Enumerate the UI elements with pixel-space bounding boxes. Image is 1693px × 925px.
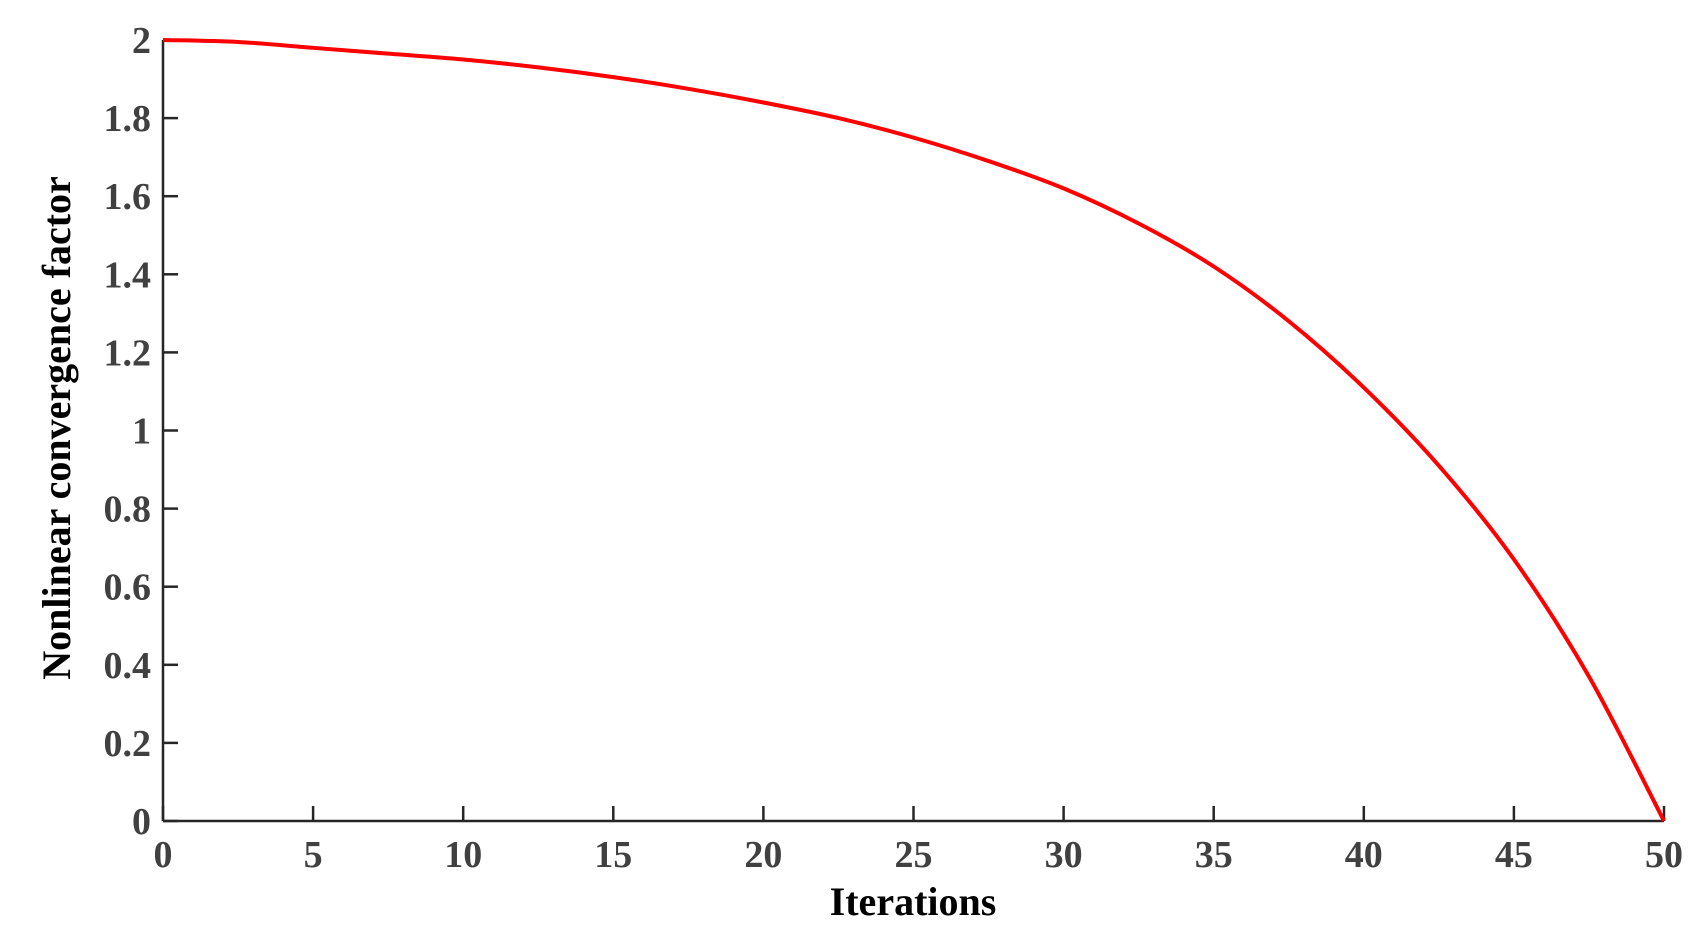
x-tick-label: 10 — [444, 834, 482, 876]
x-tick-label: 50 — [1645, 834, 1683, 876]
y-tick-label: 1.4 — [104, 254, 152, 296]
x-ticks: 0 5 10 15 20 25 30 35 40 45 50 — [154, 806, 1683, 876]
x-tick-label: 45 — [1495, 834, 1533, 876]
x-tick-label: 25 — [895, 834, 933, 876]
y-ticks: 0 0.2 0.4 0.6 0.8 1 1.2 1.4 1.6 1.8 2 — [104, 20, 178, 843]
y-tick-label: 1.6 — [104, 176, 152, 218]
y-tick-label: 0.8 — [104, 489, 152, 531]
x-tick-label: 5 — [304, 834, 323, 876]
x-tick-label: 35 — [1195, 834, 1233, 876]
y-tick-label: 1 — [132, 411, 151, 453]
y-tick-label: 2 — [132, 20, 151, 62]
x-tick-label: 0 — [154, 834, 173, 876]
y-tick-label: 0.4 — [104, 645, 152, 687]
series-group — [162, 38, 1666, 822]
axes — [161, 40, 1664, 823]
y-tick-label: 0.6 — [104, 567, 152, 609]
y-axis-title: Nonlinear convergence factor — [34, 176, 79, 680]
y-tick-label: 0 — [132, 801, 151, 843]
x-axis-title: Iterations — [830, 879, 997, 924]
series-line — [162, 38, 1666, 822]
x-tick-label: 30 — [1045, 834, 1083, 876]
x-tick-label: 15 — [594, 834, 632, 876]
y-tick-label: 1.2 — [104, 332, 152, 374]
y-tick-label: 1.8 — [104, 98, 152, 140]
x-tick-label: 40 — [1345, 834, 1383, 876]
y-tick-label: 0.2 — [104, 723, 152, 765]
x-tick-label: 20 — [744, 834, 782, 876]
